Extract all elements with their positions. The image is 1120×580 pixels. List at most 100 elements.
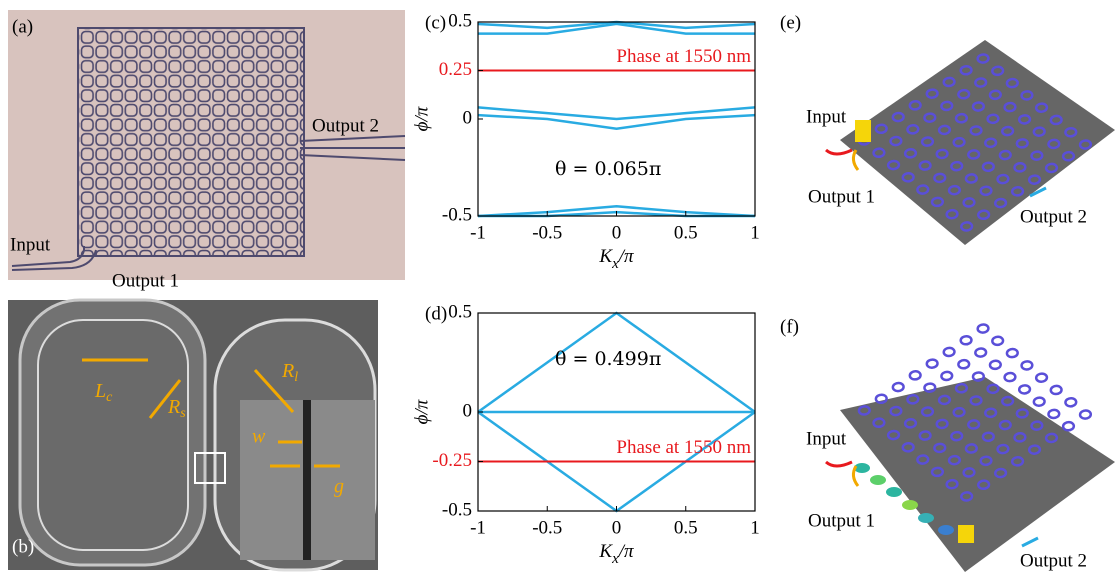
ring — [995, 173, 1010, 184]
ring — [968, 125, 983, 136]
symbol: R — [281, 360, 294, 382]
ring — [1005, 347, 1020, 358]
ring — [930, 466, 945, 477]
ring — [1012, 162, 1027, 173]
ring — [942, 76, 957, 87]
panel-label: (c) — [425, 12, 446, 33]
ring — [956, 88, 971, 99]
pillar — [855, 120, 871, 142]
ring — [995, 443, 1010, 454]
ring — [935, 418, 950, 429]
ring-array — [77, 27, 305, 257]
ring — [874, 123, 889, 134]
ring — [1017, 114, 1032, 125]
ring — [956, 358, 971, 369]
ring — [959, 491, 974, 502]
ring — [998, 419, 1013, 430]
band-line — [477, 106, 756, 121]
ring — [1061, 421, 1076, 432]
ring — [1063, 397, 1078, 408]
ring — [1027, 444, 1042, 455]
ring — [1046, 408, 1061, 419]
x-tick-label: 0.5 — [674, 517, 698, 538]
panel-label: (e) — [780, 12, 801, 33]
ring — [947, 454, 962, 465]
ring — [920, 136, 935, 147]
port-label: Output 2 — [312, 115, 379, 136]
ring — [978, 455, 993, 466]
ring — [886, 429, 901, 440]
band-line — [477, 205, 756, 218]
annotation-arrows — [82, 358, 340, 468]
ring — [935, 148, 950, 159]
port-label: Input — [10, 234, 51, 255]
ring — [1049, 384, 1064, 395]
port-label: Input — [806, 428, 847, 449]
ring — [966, 419, 981, 430]
ring — [915, 184, 930, 195]
x-tick-label: -1 — [470, 517, 486, 538]
ring — [1005, 77, 1020, 88]
ring — [985, 113, 1000, 124]
x-tick-label: 0 — [612, 222, 622, 243]
ring — [939, 100, 954, 111]
phase-label: Phase at 1550 nm — [616, 46, 751, 67]
ring — [857, 405, 872, 416]
phase-label: Phase at 1550 nm — [616, 437, 751, 458]
x-tick-label: 0.5 — [674, 222, 698, 243]
ring — [973, 347, 988, 358]
ring — [1019, 90, 1034, 101]
ring — [990, 335, 1005, 346]
symbol: L — [94, 380, 106, 402]
ring — [954, 112, 969, 123]
ring — [978, 185, 993, 196]
pillars — [854, 463, 974, 543]
y-tick-label: 0.5 — [448, 301, 472, 322]
ring — [947, 184, 962, 195]
x-tick-label: 1 — [750, 222, 760, 243]
x-axis-label: Kx/π — [598, 246, 634, 272]
y-tick-label: 0 — [463, 107, 473, 128]
ring — [886, 159, 901, 170]
y-axis-label: ϕ/π — [411, 399, 432, 424]
panel-e: (e) Input Output 1 Output 2 — [780, 12, 1115, 245]
chip — [840, 40, 1115, 245]
ring — [1010, 186, 1025, 197]
ring — [1034, 372, 1049, 383]
symbol: R — [167, 396, 180, 418]
symbol-sub: c — [106, 390, 113, 405]
ring — [1000, 125, 1015, 136]
ring — [918, 430, 933, 441]
band-line — [477, 113, 756, 130]
ring — [961, 467, 976, 478]
ring — [901, 172, 916, 183]
ring — [976, 209, 991, 220]
arrow — [1021, 536, 1039, 548]
ring — [961, 197, 976, 208]
zoom-box — [194, 452, 226, 484]
arrow — [825, 460, 853, 468]
ring — [952, 406, 967, 417]
ring — [973, 77, 988, 88]
ring — [888, 405, 903, 416]
ring — [1019, 360, 1034, 371]
ring — [1078, 409, 1093, 420]
ring — [903, 148, 918, 159]
symbol: w — [252, 426, 266, 448]
x-axis-label-part: K — [598, 541, 613, 562]
port-label: Output 1 — [808, 510, 875, 531]
ring — [903, 418, 918, 429]
symbol-sub: l — [294, 370, 298, 385]
ring — [971, 101, 986, 112]
panel-label: (f) — [780, 316, 799, 337]
panel-label: (b) — [12, 536, 34, 557]
ring — [964, 173, 979, 184]
symbol: Rl — [281, 360, 298, 386]
ring — [908, 100, 923, 111]
ring — [952, 136, 967, 147]
waveguide — [299, 135, 406, 161]
ring — [983, 407, 998, 418]
ring — [998, 149, 1013, 160]
ring — [944, 478, 959, 489]
